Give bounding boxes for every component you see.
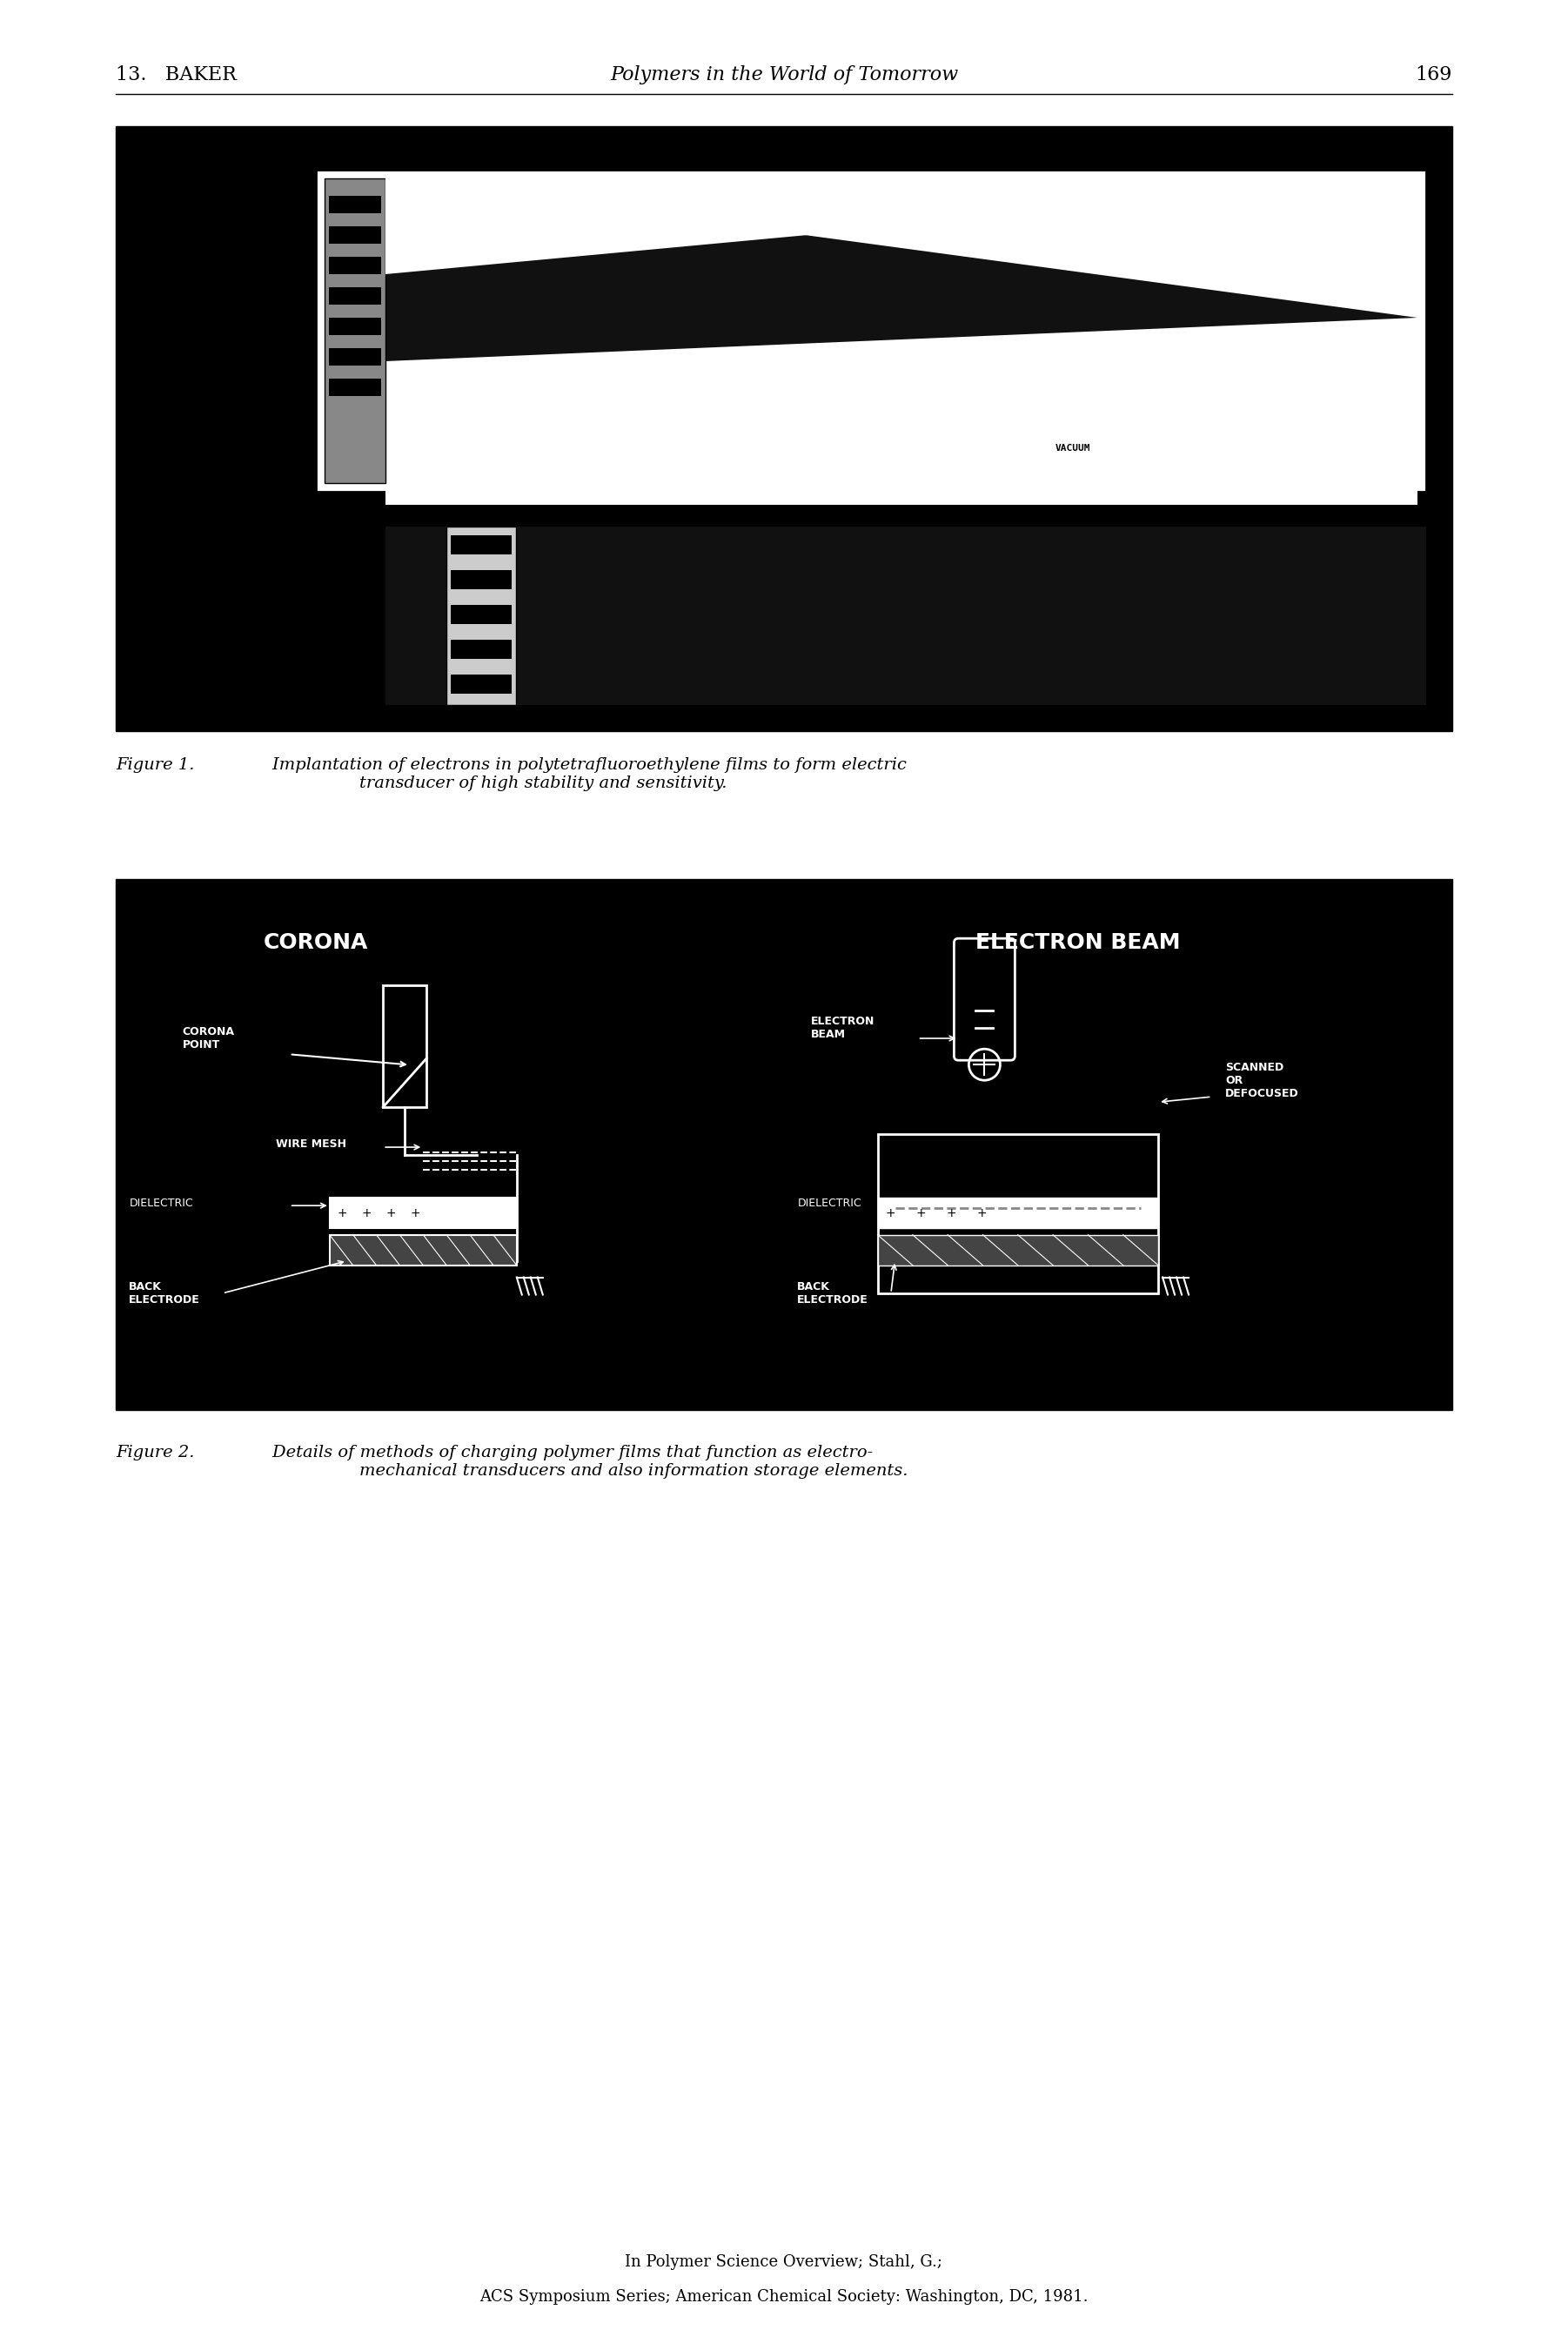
Text: CORONA
POINT: CORONA POINT — [182, 1027, 235, 1050]
Text: +: + — [977, 1208, 986, 1220]
Bar — [116, 127, 1452, 731]
Bar — [329, 317, 381, 336]
Text: ELECTRON BEAM: ELECTRON BEAM — [975, 933, 1181, 954]
Text: ELECTRON
BEAM: ELECTRON BEAM — [811, 1015, 875, 1041]
Text: DIELECTRIC: DIELECTRIC — [798, 1196, 861, 1208]
Text: +: + — [386, 1208, 397, 1220]
Bar — [450, 536, 511, 555]
Text: Implantation of electrons in polytetrafluoroethylene films to form electric
    : Implantation of electrons in polytetrafl… — [251, 757, 906, 792]
Bar — [450, 710, 511, 728]
Text: WIRE MESH: WIRE MESH — [276, 1140, 347, 1149]
Bar — [386, 526, 1427, 705]
Text: +: + — [916, 1208, 927, 1220]
Text: ACS Symposium Series; American Chemical Society: Washington, DC, 1981.: ACS Symposium Series; American Chemical … — [480, 2289, 1088, 2305]
Text: VACUUM: VACUUM — [1055, 444, 1091, 454]
Text: SCANNED
OR
DEFOCUSED: SCANNED OR DEFOCUSED — [1225, 1062, 1298, 1100]
Bar — [315, 169, 1427, 491]
Text: DIELECTRIC: DIELECTRIC — [129, 1196, 193, 1208]
Text: In Polymer Science Overview; Stahl, G.;: In Polymer Science Overview; Stahl, G.; — [626, 2254, 942, 2270]
Bar — [450, 571, 511, 590]
Text: 13.   BAKER: 13. BAKER — [116, 66, 237, 85]
Text: 169: 169 — [1416, 66, 1452, 85]
Bar — [878, 1198, 1159, 1229]
Bar — [116, 879, 1452, 1410]
Bar — [386, 369, 1417, 505]
Bar — [329, 256, 381, 275]
Bar — [325, 179, 386, 484]
Bar — [450, 604, 511, 625]
Bar — [878, 1234, 1159, 1264]
Bar — [329, 1198, 517, 1229]
Text: +: + — [411, 1208, 420, 1220]
Bar — [383, 985, 426, 1107]
Bar — [450, 674, 511, 693]
Text: +: + — [337, 1208, 348, 1220]
Bar — [329, 226, 381, 244]
Bar — [329, 378, 381, 397]
Bar — [447, 526, 516, 705]
Text: +: + — [947, 1208, 956, 1220]
Text: Details of methods of charging polymer films that function as electro-
         : Details of methods of charging polymer f… — [251, 1445, 908, 1478]
Text: BACK
ELECTRODE: BACK ELECTRODE — [129, 1281, 201, 1304]
Bar — [329, 195, 381, 214]
Polygon shape — [386, 179, 1417, 362]
Polygon shape — [386, 179, 1417, 275]
Bar — [329, 348, 381, 367]
Text: BACK
ELECTRODE: BACK ELECTRODE — [798, 1281, 869, 1304]
Bar — [329, 1234, 517, 1264]
Bar — [450, 639, 511, 658]
Text: +: + — [886, 1208, 895, 1220]
Bar — [878, 1135, 1159, 1292]
Text: Figure 2.: Figure 2. — [116, 1445, 194, 1459]
Bar — [329, 287, 381, 306]
Text: CORONA: CORONA — [263, 933, 368, 954]
Text: +: + — [362, 1208, 372, 1220]
Text: Figure 1.: Figure 1. — [116, 757, 194, 773]
Text: Polymers in the World of Tomorrow: Polymers in the World of Tomorrow — [610, 66, 958, 85]
